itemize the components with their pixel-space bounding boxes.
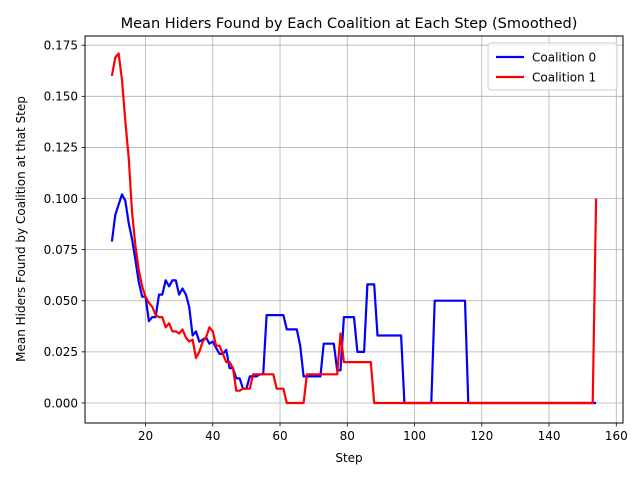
x-tick-label: 160 xyxy=(605,429,628,443)
x-tick-label: 80 xyxy=(340,429,355,443)
y-tick-label: 0.125 xyxy=(44,141,78,155)
y-tick-label: 0.100 xyxy=(44,192,78,206)
legend-label: Coalition 1 xyxy=(532,70,596,84)
y-tick-label: 0.150 xyxy=(44,90,78,104)
chart-title: Mean Hiders Found by Each Coalition at E… xyxy=(121,16,578,32)
legend-label: Coalition 0 xyxy=(532,50,596,64)
y-tick-label: 0.000 xyxy=(44,396,78,410)
legend: Coalition 0 Coalition 1 xyxy=(487,42,618,91)
y-tick-label: 0.175 xyxy=(44,38,78,52)
y-axis-ticks: 0.000 0.025 0.050 0.075 0.100 0.125 0.150 0.175 xyxy=(44,38,85,410)
legend-box xyxy=(487,42,618,91)
series-line-coalition-1 xyxy=(110,52,598,405)
x-tick-label: 60 xyxy=(272,429,287,443)
x-axis-ticks: 20 40 60 80 100 120 140 160 xyxy=(138,423,628,443)
y-tick-label: 0.050 xyxy=(44,294,78,308)
x-tick-label: 40 xyxy=(205,429,220,443)
y-tick-label: 0.075 xyxy=(44,243,78,257)
plot-frame xyxy=(84,35,624,424)
y-tick-label: 0.025 xyxy=(44,345,78,359)
x-axis-label: Step xyxy=(335,451,362,465)
y-axis-label: Mean Hiders Found by Coalition at that S… xyxy=(14,96,28,362)
x-tick-label: 100 xyxy=(403,429,426,443)
x-tick-label: 140 xyxy=(538,429,561,443)
grid xyxy=(85,36,623,423)
series-layer xyxy=(110,52,598,405)
x-tick-label: 120 xyxy=(470,429,493,443)
x-tick-label: 20 xyxy=(138,429,153,443)
